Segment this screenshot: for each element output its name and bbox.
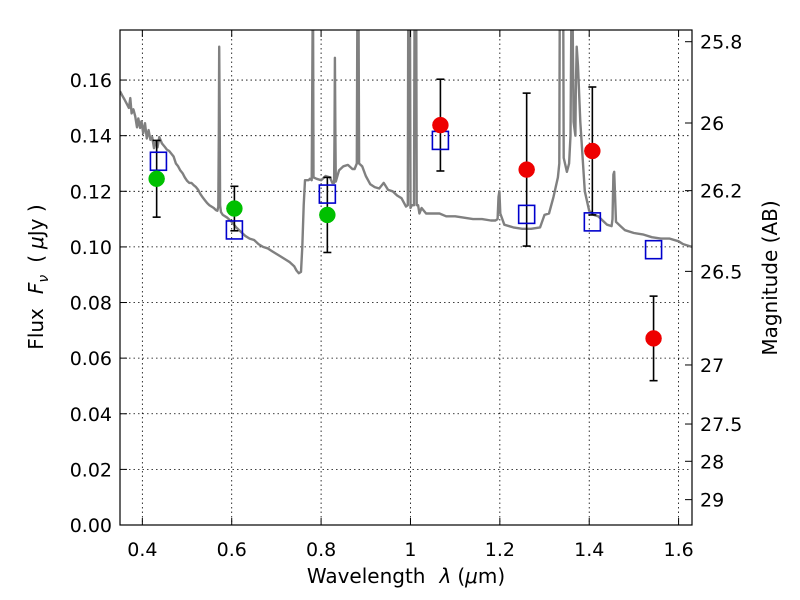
mag-tick-label: 27 (700, 355, 724, 377)
y-tick-label: 0.08 (70, 293, 112, 315)
mag-tick-label: 26.5 (700, 261, 742, 283)
x-axis-label-unit-mu: μ (464, 564, 478, 588)
observed-point-marker (319, 206, 336, 224)
x-tick-label: 1.2 (485, 539, 515, 561)
marker-layer (148, 116, 663, 347)
y-tick-label: 0.14 (70, 126, 112, 148)
observed-point-marker (645, 330, 662, 347)
mag-tick-label: 25.8 (700, 32, 742, 54)
mag-tick-label: 28 (700, 451, 724, 473)
y-axis-label-unit-rest: Jy ) (24, 204, 48, 238)
model-square-marker (149, 151, 168, 172)
x-axis-label-unit-rest: m) (478, 564, 505, 588)
y-axis-label-unit-open: ( (24, 255, 48, 263)
errorbar-layer (152, 78, 658, 382)
y-tick-label: 0.06 (70, 348, 112, 370)
spectrum-layer (120, 30, 692, 275)
model-square-marker (583, 212, 602, 232)
mag-tick-label: 29 (700, 490, 724, 512)
x-tick-label: 1 (404, 539, 416, 561)
ticks: 0.4 0.6 0.8 1 1.2 1.4 1.6 0.00 0.02 0.04 0.06 0.08 0… (70, 30, 742, 561)
y-tick-label: 0.12 (70, 181, 112, 203)
mag-tick-label: 26 (700, 113, 724, 135)
model-square-marker (225, 220, 244, 240)
x-axis-label-unit-open: ( (457, 564, 465, 588)
y-tick-label: 0.02 (70, 459, 112, 481)
plot-frame (119, 29, 693, 526)
y-tick-label: 0.04 (70, 404, 112, 426)
y-axis-label-unit-mu: μ (24, 236, 48, 250)
x-tick-label: 0.4 (127, 539, 157, 561)
mag-tick-label: 26.2 (700, 181, 742, 203)
spectrum-line (120, 30, 692, 275)
y-axis-label-symbol: F (24, 282, 48, 294)
model-square-marker (318, 184, 337, 204)
observed-point-marker (148, 170, 165, 188)
x-tick-label: 0.6 (217, 539, 247, 561)
observed-point-marker (584, 142, 601, 160)
x-tick-label: 1.4 (574, 539, 604, 561)
observed-point-marker (518, 161, 535, 178)
model-square-marker (517, 204, 536, 225)
y2-axis-label: Magnitude (AB) (758, 200, 782, 355)
y-axis-label: Flux Fν ( μJy ) (24, 204, 52, 349)
y-tick-label: 0.16 (70, 70, 112, 92)
observed-point-marker (432, 116, 449, 134)
y-tick-label: 0.00 (70, 515, 112, 537)
x-axis-label-text: Wavelength (307, 564, 426, 588)
observed-point-marker (226, 200, 243, 217)
x-tick-label: 0.8 (306, 539, 336, 561)
mag-tick-label: 27.5 (700, 414, 742, 436)
y-tick-label: 0.10 (70, 237, 112, 259)
model-square-marker (644, 239, 663, 260)
y-axis-label-subscript: ν (36, 275, 52, 283)
x-tick-label: 1.6 (663, 539, 693, 561)
x-axis-label: Wavelength λ (μm) (307, 564, 505, 588)
x-axis-label-symbol: λ (438, 564, 451, 588)
y-axis-label-text: Flux (24, 308, 48, 350)
